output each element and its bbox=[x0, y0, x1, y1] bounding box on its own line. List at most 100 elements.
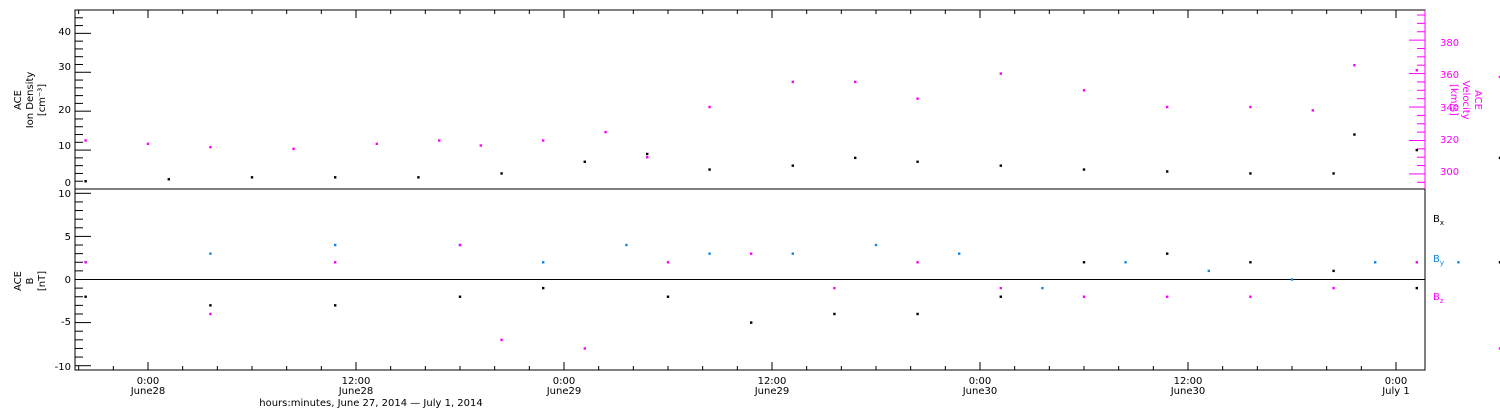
bottom-bz-data-point bbox=[1082, 295, 1086, 298]
top-data-point bbox=[84, 139, 87, 142]
top-data-point bbox=[84, 180, 87, 183]
top-right-ytick-labels: 300 320 340 360 380 bbox=[1440, 38, 1459, 178]
b-label-line3: [nT] bbox=[37, 271, 48, 291]
top-data-point bbox=[916, 160, 919, 163]
bottom-bx-data-point bbox=[833, 312, 836, 316]
top-data-point bbox=[479, 144, 482, 147]
xtick-date: June28 bbox=[130, 386, 166, 397]
legend-by: By bbox=[1433, 254, 1444, 267]
top-data-point bbox=[1166, 170, 1169, 173]
velocity-ytick-label: 360 bbox=[1440, 70, 1459, 81]
top-data-point bbox=[292, 147, 295, 151]
top-ytick-label: 30 bbox=[58, 62, 71, 73]
bottom-ytick-label: -10 bbox=[55, 362, 71, 373]
top-data-point bbox=[1249, 105, 1252, 109]
tick-marks bbox=[75, 9, 1425, 370]
top-data-point bbox=[375, 142, 378, 146]
top-data-point bbox=[1082, 168, 1086, 171]
xtick-time: 0:00 bbox=[553, 376, 575, 387]
top-data-point bbox=[417, 176, 420, 179]
bottom-by-data-point bbox=[708, 252, 711, 255]
bottom-bz-data-point bbox=[666, 261, 670, 264]
xtick-date: June29 bbox=[546, 386, 582, 397]
bottom-bz-data-point bbox=[1415, 261, 1418, 264]
bottom-bx-data-point bbox=[84, 295, 87, 298]
legend-bx: Bx bbox=[1433, 214, 1444, 227]
top-data-point bbox=[438, 139, 441, 142]
bottom-bx-data-point bbox=[1498, 261, 1500, 264]
bottom-by-data-point bbox=[874, 243, 878, 247]
bottom-bz-data-point bbox=[583, 347, 586, 350]
bottom-bx-data-point bbox=[542, 286, 545, 290]
bottom-bx-data-point bbox=[209, 304, 212, 307]
bottom-bz-data-point bbox=[458, 243, 462, 247]
top-data-point bbox=[791, 80, 794, 84]
velocity-label-line3: [km/s] bbox=[1448, 84, 1459, 116]
bottom-bx-data-point bbox=[1082, 261, 1086, 264]
legend-bz: Bz bbox=[1433, 292, 1444, 305]
bottom-bz-data-point bbox=[1498, 347, 1500, 350]
density-label-line3: [cm⁻³] bbox=[37, 84, 48, 116]
component-legend: Bx By Bz bbox=[1433, 214, 1444, 305]
top-data-point bbox=[604, 130, 607, 134]
xtick-date: June30 bbox=[1170, 386, 1206, 397]
top-data-point bbox=[1249, 172, 1252, 175]
bottom-bz-data-point bbox=[750, 252, 753, 255]
bottom-bz-data-point bbox=[334, 261, 337, 264]
bottom-by-data-point bbox=[209, 252, 212, 255]
b-label-line2: B bbox=[25, 277, 36, 284]
top-left-ytick-labels: 0 10 20 30 40 bbox=[58, 27, 71, 189]
bottom-bz-data-point bbox=[833, 286, 836, 290]
bottom-ytick-label: -5 bbox=[61, 317, 71, 328]
xtick-time: 0:00 bbox=[969, 376, 991, 387]
velocity-ytick-label: 380 bbox=[1440, 38, 1459, 49]
bottom-by-data-point bbox=[1041, 286, 1044, 290]
xtick-time: 12:00 bbox=[1174, 376, 1203, 387]
top-data-point bbox=[1166, 105, 1169, 109]
bottom-bz-data-point bbox=[1249, 295, 1252, 298]
bottom-bx-data-point bbox=[458, 295, 462, 298]
data-points bbox=[84, 64, 1500, 350]
top-left-ylabel: ACE Ion Density [cm⁻³] bbox=[13, 72, 48, 129]
bottom-bx-data-point bbox=[999, 295, 1002, 298]
bottom-by-data-point bbox=[1457, 261, 1460, 264]
bottom-by-data-point bbox=[542, 261, 545, 264]
top-data-point bbox=[646, 156, 649, 159]
bottom-ytick-label: 10 bbox=[58, 189, 71, 200]
density-label-line1: ACE bbox=[13, 90, 24, 110]
top-data-point bbox=[999, 164, 1002, 167]
top-ytick-label: 0 bbox=[65, 178, 71, 189]
bottom-by-data-point bbox=[791, 252, 794, 255]
bottom-by-data-point bbox=[958, 252, 961, 255]
bottom-bz-data-point bbox=[500, 338, 503, 342]
bottom-by-data-point bbox=[1207, 269, 1210, 273]
top-data-point bbox=[167, 178, 170, 181]
bottom-bx-data-point bbox=[1249, 261, 1252, 264]
xtick-time: 12:00 bbox=[342, 376, 371, 387]
bottom-ytick-label: 5 bbox=[65, 232, 71, 243]
bottom-bx-data-point bbox=[1166, 252, 1169, 255]
velocity-ytick-label: 300 bbox=[1440, 167, 1459, 178]
top-data-point bbox=[1332, 172, 1335, 175]
top-data-point bbox=[1415, 69, 1418, 72]
velocity-label-line1: ACE bbox=[1472, 90, 1483, 110]
top-data-point bbox=[583, 160, 586, 163]
density-label-line2: Ion Density bbox=[25, 72, 36, 129]
top-data-point bbox=[708, 105, 711, 109]
bottom-bx-data-point bbox=[916, 312, 919, 316]
top-ytick-label: 20 bbox=[58, 105, 71, 116]
top-data-point bbox=[708, 168, 711, 171]
top-data-point bbox=[500, 172, 503, 175]
top-ytick-label: 10 bbox=[58, 141, 71, 152]
bottom-by-data-point bbox=[1124, 261, 1127, 264]
top-data-point bbox=[146, 142, 150, 146]
top-data-point bbox=[209, 145, 212, 149]
top-data-point bbox=[916, 97, 919, 100]
top-data-point bbox=[1498, 75, 1500, 79]
top-data-point bbox=[854, 80, 857, 84]
xtick-date: June28 bbox=[338, 386, 374, 397]
bottom-bx-data-point bbox=[666, 295, 670, 298]
top-data-point bbox=[1353, 64, 1356, 67]
bottom-bx-data-point bbox=[750, 321, 753, 324]
xtick-time: 12:00 bbox=[758, 376, 787, 387]
